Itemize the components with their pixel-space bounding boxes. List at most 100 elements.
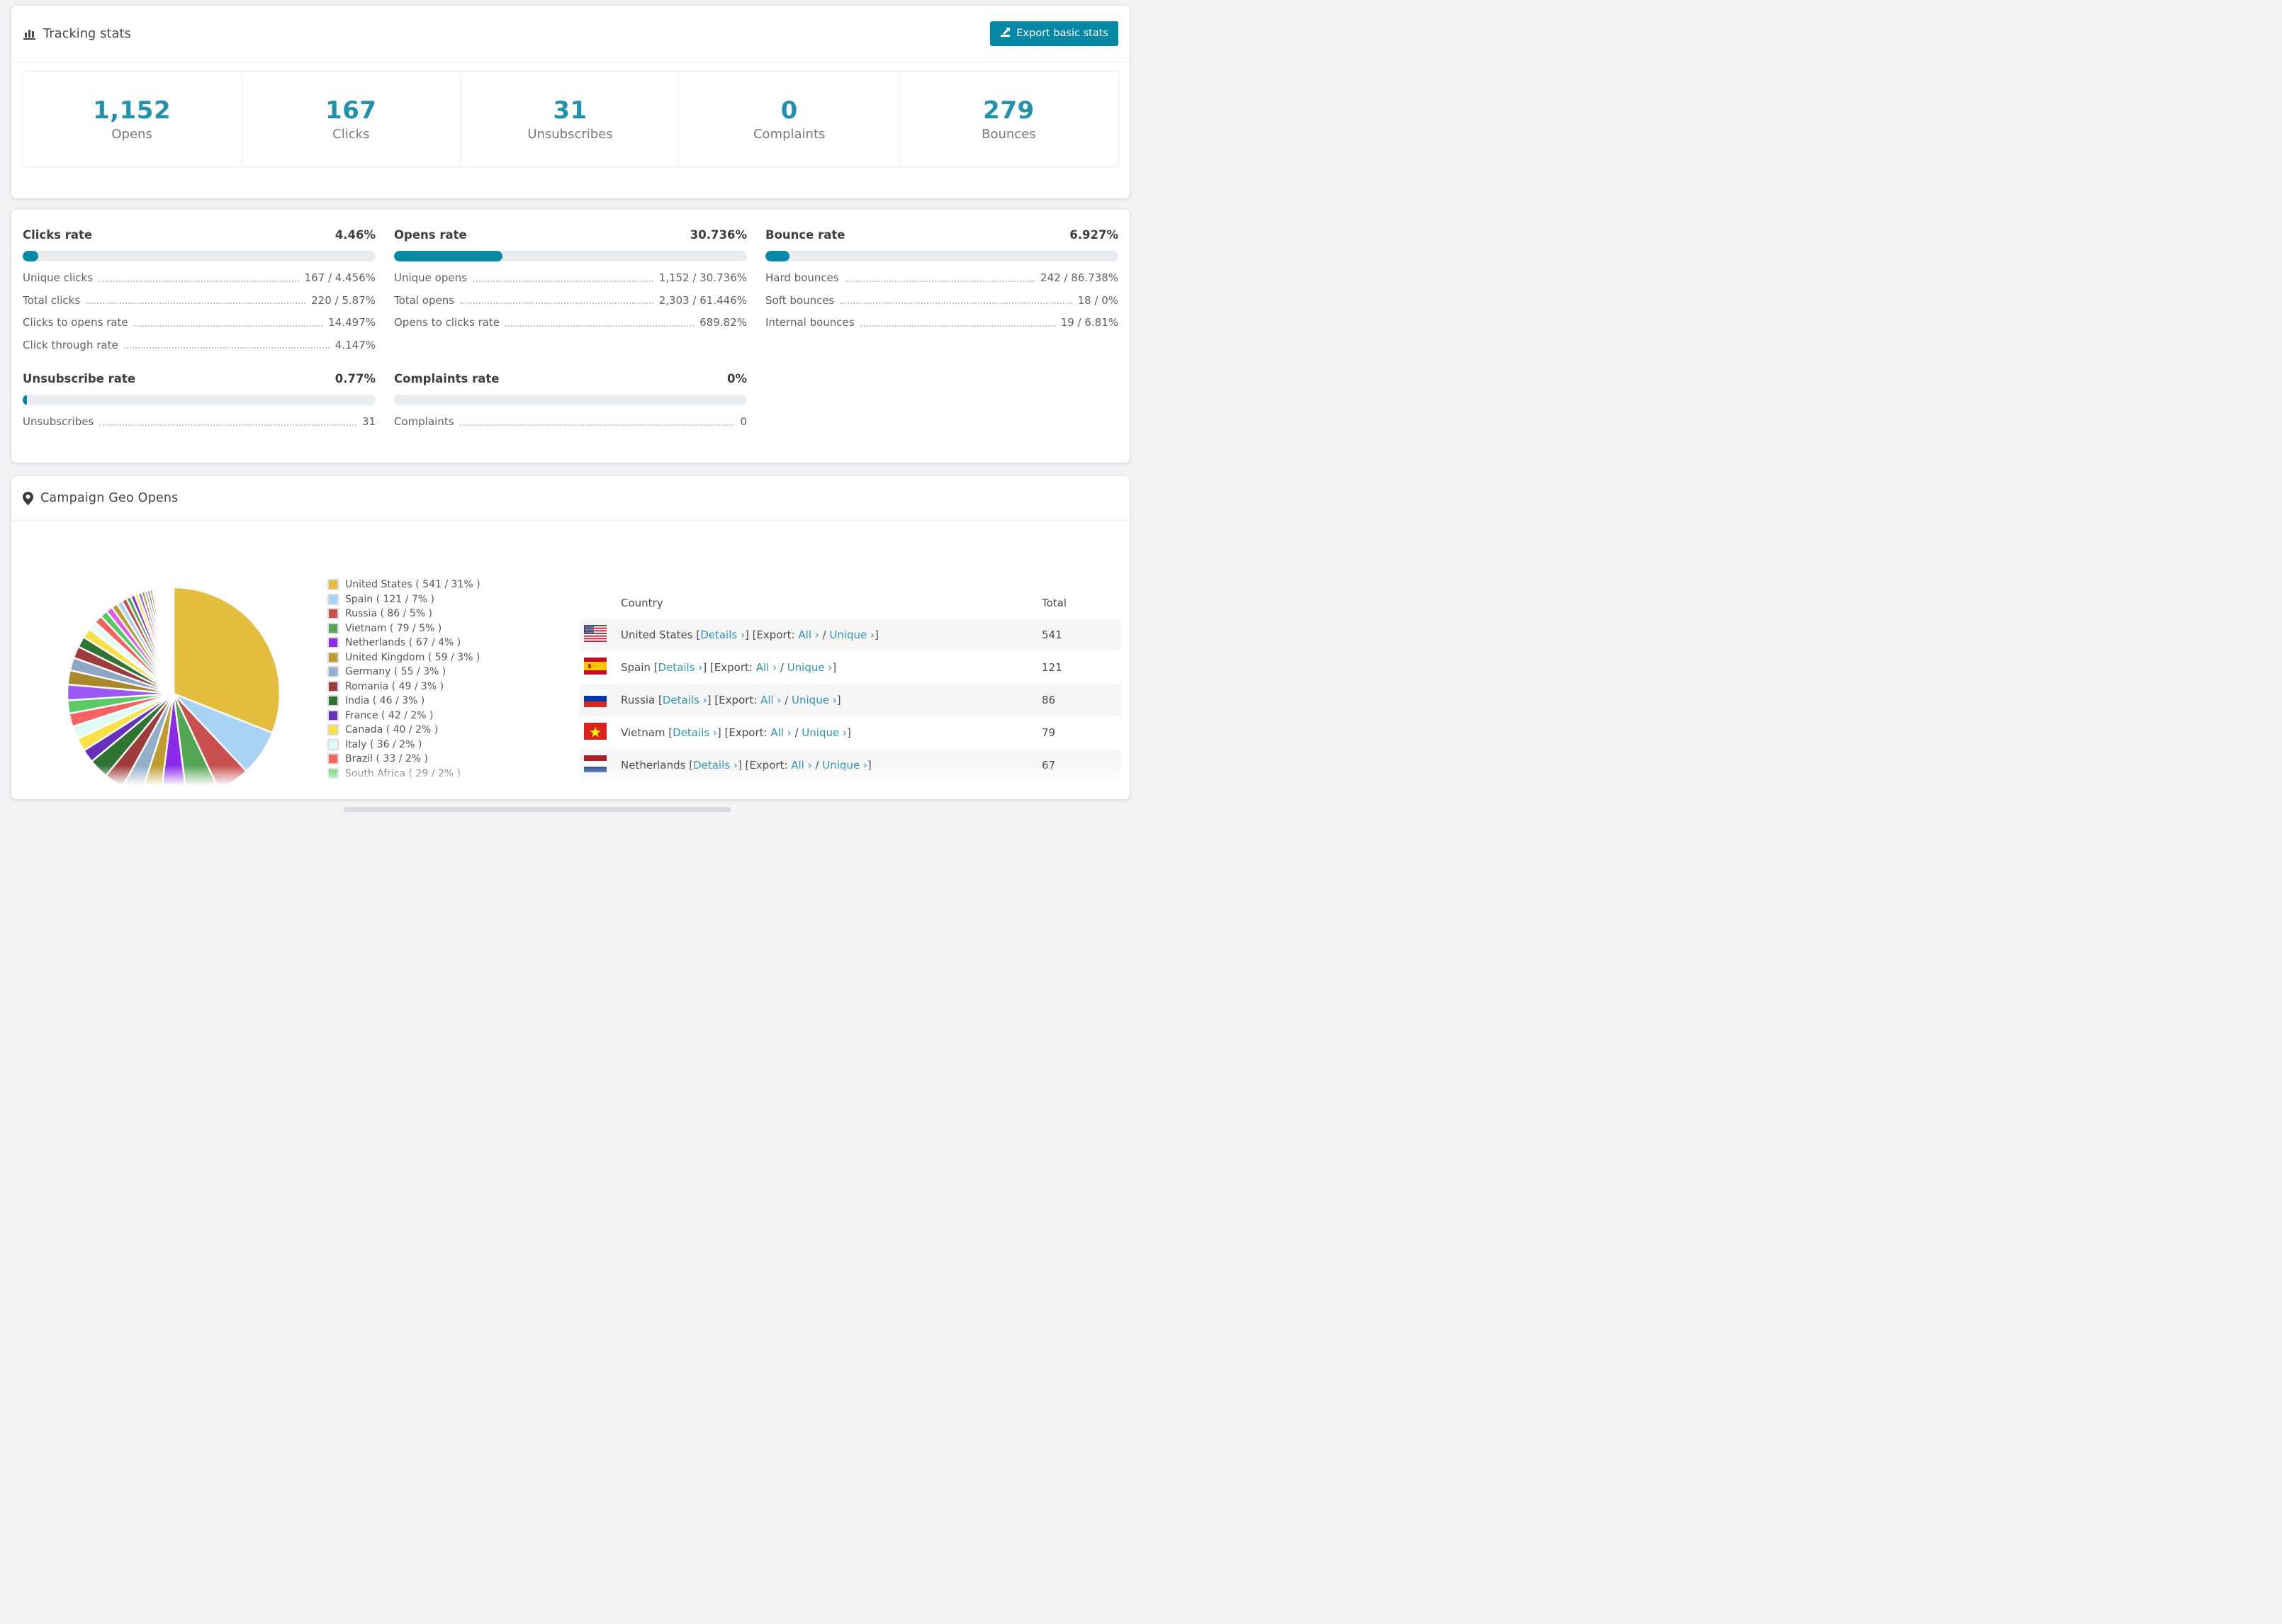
stat-label: Unsubscribes (527, 127, 613, 142)
rate-head: Unsubscribe rate 0.77% (23, 372, 376, 385)
legend-label: Russia ( 86 / 5% ) (345, 608, 432, 620)
export-all-link[interactable]: All › (811, 791, 833, 799)
export-basic-stats-button[interactable]: Export basic stats (990, 21, 1118, 46)
flag-cell (580, 786, 608, 799)
total-cell: 59 (1042, 791, 1056, 799)
export-all-link[interactable]: All › (791, 759, 812, 772)
rate-detail-label: Complaints (394, 415, 454, 428)
legend-swatch (327, 651, 339, 663)
export-unique-link[interactable]: Unique › (787, 661, 833, 674)
stat-complaints: 0 Complaints (680, 72, 899, 167)
geo-title: Campaign Geo Opens (40, 491, 179, 505)
legend-item[interactable]: Russia ( 86 / 5% ) (327, 607, 480, 621)
legend-item[interactable]: Italy ( 36 / 2% ) (327, 738, 480, 752)
dotted-leader (459, 424, 735, 426)
ru-flag-icon (584, 690, 607, 710)
export-unique-link[interactable]: Unique › (829, 628, 875, 641)
dotted-leader (99, 280, 299, 282)
geo-table-row-es: Spain [Details ›] [Export: All › / Uniqu… (580, 651, 1121, 684)
legend-item[interactable]: Canada ( 40 / 2% ) (327, 723, 480, 738)
legend-item[interactable]: Germany ( 55 / 3% ) (327, 665, 480, 680)
geo-table-row-ru: Russia [Details ›] [Export: All › / Uniq… (580, 684, 1121, 716)
vn-flag-icon (584, 723, 607, 743)
export-all-link[interactable]: All › (755, 661, 777, 674)
country-cell: United States [Details ›] [Export: All ›… (621, 628, 879, 641)
pie-slice-united-states[interactable] (172, 586, 281, 734)
legend-item[interactable]: Spain ( 121 / 7% ) (327, 592, 480, 607)
dotted-leader (840, 303, 1072, 304)
legend-swatch (327, 680, 339, 692)
export-unique-link[interactable]: Unique › (792, 694, 837, 706)
rate-detail-label: Soft bounces (765, 293, 835, 307)
legend-item[interactable]: South Africa ( 29 / 2% ) (327, 767, 480, 782)
column-header-total: Total (1042, 596, 1067, 609)
rate-title: Bounce rate (765, 228, 845, 242)
rate-detail-value: 4.147% (335, 338, 376, 351)
rate-detail-row: Internal bounces 19 / 6.81% (765, 317, 1118, 329)
rate-detail-label: Unique clicks (23, 271, 94, 284)
export-button-label: Export basic stats (1016, 28, 1108, 40)
flag-cell (580, 690, 607, 710)
legend-swatch (327, 637, 339, 649)
legend-item[interactable]: Brazil ( 33 / 2% ) (327, 752, 480, 767)
geo-table-row-nl: Netherlands [Details ›] [Export: All › /… (580, 749, 1121, 782)
rate-value: 4.46% (335, 228, 376, 242)
rate-progress-bar (394, 251, 747, 261)
rate-detail-value: 0 (740, 415, 747, 428)
flag-cell (580, 625, 607, 645)
dotted-leader (505, 325, 695, 327)
rate-detail-row: Opens to clicks rate 689.82% (394, 317, 747, 329)
stat-value: 0 (780, 96, 798, 125)
geo-table: Country Total United States [Details ›] [E… (580, 587, 1121, 799)
geo-pie-chart[interactable] (63, 583, 284, 799)
legend-item[interactable]: United Kingdom ( 59 / 3% ) (327, 650, 480, 665)
details-link[interactable]: Details › (693, 759, 738, 772)
legend-item[interactable]: United States ( 541 / 31% ) (327, 577, 480, 592)
rate-detail-row: Total opens 2,303 / 61.446% (394, 294, 747, 307)
geo-table-header: Country Total (580, 587, 1121, 619)
legend-item[interactable]: Netherlands ( 67 / 4% ) (327, 636, 480, 650)
stat-clicks: 167 Clicks (242, 72, 461, 167)
details-link[interactable]: Details › (662, 694, 707, 706)
export-all-link[interactable]: All › (770, 726, 792, 739)
total-cell: 79 (1042, 726, 1056, 739)
dotted-leader (86, 303, 306, 304)
legend-label: Germany ( 55 / 3% ) (345, 666, 446, 678)
legend-label: France ( 42 / 2% ) (345, 709, 434, 721)
rate-value: 30.736% (690, 228, 747, 242)
export-all-link[interactable]: All › (798, 628, 819, 641)
dotted-leader (844, 280, 1035, 282)
rate-detail-label: Internal bounces (765, 316, 855, 329)
export-unique-link[interactable]: Unique › (843, 791, 888, 799)
export-unique-link[interactable]: Unique › (802, 726, 847, 739)
rate-progress-bar (23, 395, 376, 405)
legend-item[interactable]: India ( 46 / 3% ) (327, 694, 480, 709)
column-header-country: Country (621, 596, 663, 609)
legend-item[interactable]: France ( 42 / 2% ) (327, 709, 480, 723)
rate-detail-value: 31 (361, 415, 376, 428)
legend-label: India ( 46 / 3% ) (345, 695, 425, 707)
export-all-link[interactable]: All › (760, 694, 782, 706)
rate-detail-row: Unique clicks 167 / 4.456% (23, 272, 376, 284)
rate-detail-row: Soft bounces 18 / 0% (765, 293, 1118, 307)
rate-detail-value: 242 / 86.738% (1040, 271, 1118, 284)
rate-detail-label: Clicks to opens rate (23, 316, 128, 329)
export-unique-link[interactable]: Unique › (822, 759, 867, 772)
export-icon (1000, 27, 1011, 40)
dotted-leader (133, 325, 323, 327)
es-flag-icon (584, 658, 607, 677)
details-link[interactable]: Details › (714, 791, 758, 799)
rate-detail-row: Unique opens 1,152 / 30.736% (394, 272, 747, 284)
country-cell: Vietnam [Details ›] [Export: All › / Uni… (621, 726, 851, 739)
rate-detail-value: 689.82% (699, 316, 747, 329)
stat-label: Bounces (982, 127, 1036, 142)
rate-progress-bar (23, 251, 376, 261)
details-link[interactable]: Details › (658, 661, 703, 674)
legend-item[interactable]: Vietnam ( 79 / 5% ) (327, 621, 480, 636)
legend-swatch (327, 767, 339, 779)
stat-bounces: 279 Bounces (899, 72, 1118, 167)
details-link[interactable]: Details › (700, 628, 745, 641)
legend-item[interactable]: Romania ( 49 / 3% ) (327, 680, 480, 694)
rate-detail-label: Unsubscribes (23, 415, 94, 428)
details-link[interactable]: Details › (673, 726, 717, 739)
